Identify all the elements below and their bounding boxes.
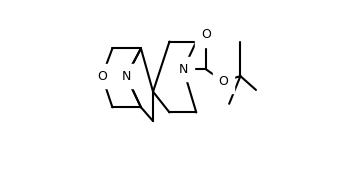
Text: N: N	[122, 70, 131, 83]
Text: O: O	[218, 75, 228, 88]
Text: O: O	[201, 28, 211, 41]
Text: O: O	[97, 70, 107, 83]
Text: N: N	[179, 63, 188, 76]
